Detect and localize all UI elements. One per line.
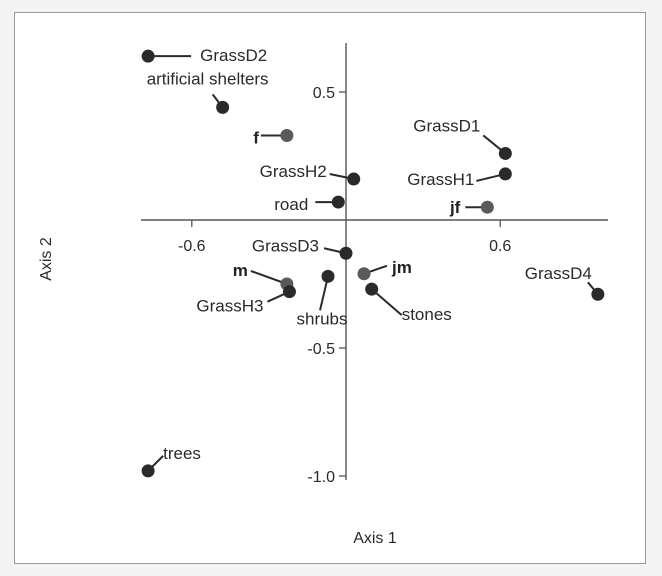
point-label: road <box>274 195 308 214</box>
data-point <box>141 464 155 478</box>
point-label: trees <box>163 444 201 463</box>
data-point <box>498 167 512 181</box>
data-point <box>280 129 294 143</box>
data-point <box>339 246 353 260</box>
point-label: jf <box>449 198 461 217</box>
point-label: stones <box>402 305 452 324</box>
x-axis-label: Axis 1 <box>353 530 397 547</box>
data-point <box>331 195 345 209</box>
x-tick-label: 0.6 <box>489 238 511 255</box>
point-label: GrassD2 <box>200 46 267 65</box>
point-label: GrassH1 <box>407 170 474 189</box>
point-label: jm <box>391 258 412 277</box>
y-tick-label: 0.5 <box>313 85 335 102</box>
point-labels: GrassD2 artificial shelters f GrassD1 GrassH… <box>147 46 592 463</box>
data-point <box>480 200 494 214</box>
leader-line <box>371 288 403 316</box>
x-tick-label: -0.6 <box>178 238 206 255</box>
data-point <box>321 269 335 283</box>
data-point <box>141 49 155 63</box>
scatter-plot: -0.6 0.6 0.5 -0.5 -1.0 GrassD2 artificial she… <box>38 43 608 547</box>
y-tick-label: -0.5 <box>307 341 335 358</box>
point-label: GrassH3 <box>196 297 263 316</box>
data-point <box>591 287 605 301</box>
data-point <box>216 100 230 114</box>
data-point <box>498 146 512 160</box>
tick-group: -0.6 0.6 0.5 -0.5 -1.0 <box>178 85 511 486</box>
point-label: m <box>233 261 248 280</box>
figure-frame: -0.6 0.6 0.5 -0.5 -1.0 GrassD2 artificial she… <box>14 12 646 564</box>
point-label: GrassD4 <box>525 264 592 283</box>
point-label: GrassD3 <box>252 236 319 255</box>
axes <box>141 43 608 480</box>
point-label: shrubs <box>296 309 347 328</box>
data-point <box>282 285 296 299</box>
point-label: artificial shelters <box>147 69 269 88</box>
point-label: GrassH2 <box>260 162 327 181</box>
data-point <box>365 282 379 296</box>
point-label: f <box>253 129 259 148</box>
y-axis-label: Axis 2 <box>38 237 55 281</box>
point-label: GrassD1 <box>413 116 480 135</box>
y-tick-label: -1.0 <box>307 469 335 486</box>
data-point <box>347 172 361 186</box>
data-points <box>141 49 605 478</box>
data-point <box>357 267 371 281</box>
